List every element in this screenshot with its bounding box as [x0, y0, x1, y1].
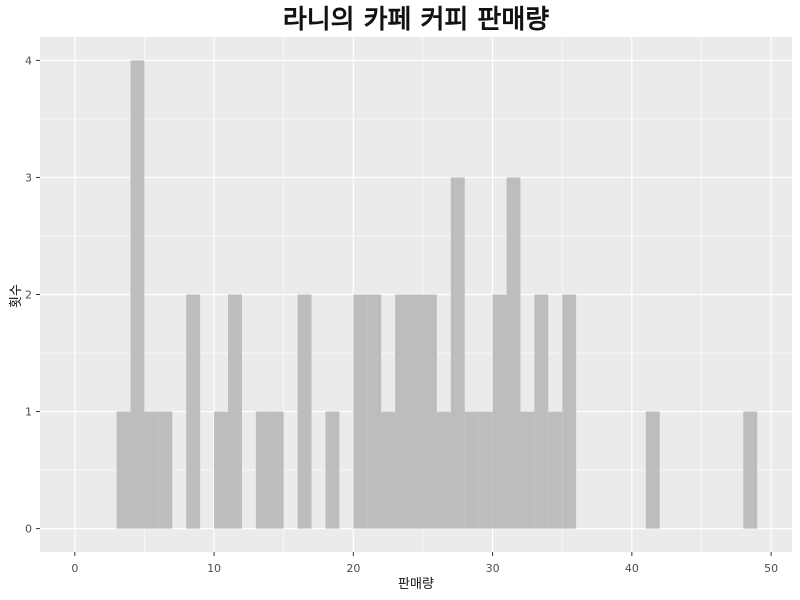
chart-title: 라니의 카페 커피 판매량 — [283, 5, 549, 35]
histogram-bar — [130, 60, 145, 529]
histogram-bar — [743, 411, 758, 529]
histogram-bar — [255, 411, 270, 529]
y-tick-label: 1 — [25, 406, 32, 419]
x-tick-label: 30 — [486, 562, 500, 575]
histogram-bar — [381, 411, 396, 529]
x-tick-label: 40 — [625, 562, 639, 575]
histogram-bar — [645, 411, 660, 529]
histogram-bar — [548, 411, 563, 529]
axis-ticks — [36, 59, 772, 556]
axis-tick-labels: 0 10 20 30 40 50 0 1 2 3 4 — [25, 54, 778, 575]
histogram-bar — [325, 411, 340, 529]
y-axis-label: 횟수 — [9, 284, 24, 308]
histogram-bar — [269, 411, 284, 529]
histogram-bar — [144, 411, 159, 529]
histogram-bar — [214, 411, 228, 529]
histogram-bar — [395, 294, 410, 529]
histogram-bars — [116, 60, 758, 529]
histogram-bar — [562, 294, 577, 529]
histogram-bar — [506, 177, 521, 529]
x-tick-label: 10 — [207, 562, 221, 575]
histogram-bar — [158, 411, 173, 529]
histogram-bar — [228, 294, 242, 529]
y-tick-label: 0 — [25, 523, 32, 536]
y-tick-label: 3 — [25, 171, 32, 184]
x-axis-label: 판매량 — [398, 577, 434, 592]
histogram-bar — [520, 411, 535, 529]
y-tick-label: 4 — [25, 54, 32, 67]
histogram-bar — [422, 294, 437, 529]
histogram-bar — [450, 177, 465, 529]
histogram-bar — [297, 294, 312, 529]
histogram-bar — [492, 294, 507, 529]
x-tick-label: 20 — [346, 562, 360, 575]
histogram-bar — [367, 294, 382, 529]
histogram-bar — [353, 294, 368, 529]
histogram-bar — [534, 294, 549, 529]
histogram-bar — [464, 411, 479, 529]
histogram-bar — [409, 294, 423, 529]
histogram-bar — [186, 294, 201, 529]
histogram-bar — [116, 411, 131, 529]
histogram-bar — [436, 411, 451, 529]
x-tick-label: 0 — [71, 562, 78, 575]
x-tick-label: 50 — [764, 562, 778, 575]
histogram-bar — [478, 411, 493, 529]
y-tick-label: 2 — [25, 289, 32, 302]
